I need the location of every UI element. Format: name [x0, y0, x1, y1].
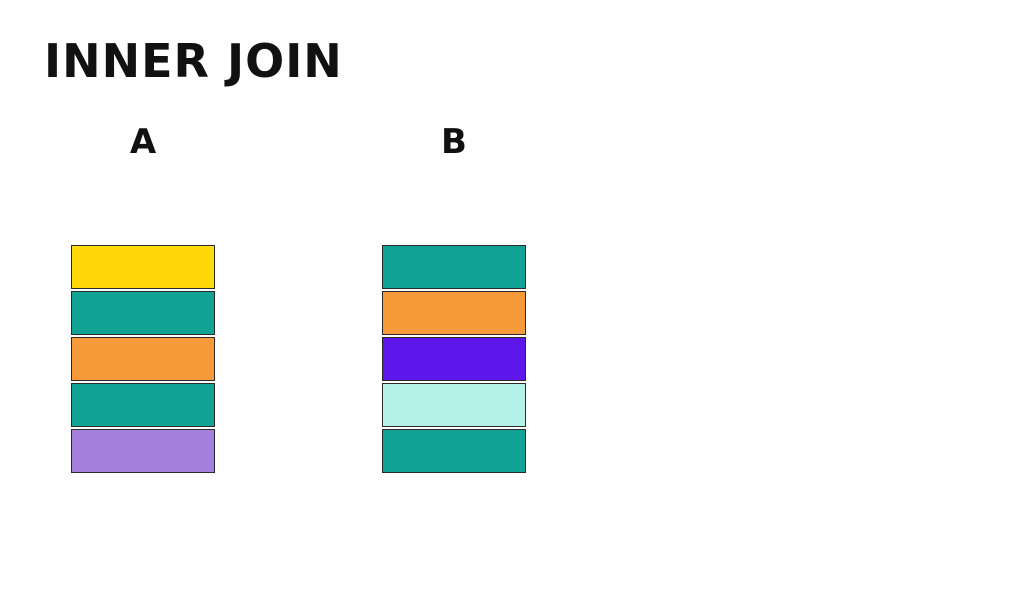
- table-a-label: A: [129, 122, 157, 162]
- table-a-row-4: [71, 383, 215, 427]
- table-b-row-4: [382, 383, 526, 427]
- table-b: [382, 245, 526, 475]
- table-a-row-1: [71, 245, 215, 289]
- table-b-row-2: [382, 291, 526, 335]
- table-a: [71, 245, 215, 475]
- table-b-row-5: [382, 429, 526, 473]
- table-a-row-5: [71, 429, 215, 473]
- page-title: INNER JOIN: [44, 34, 343, 88]
- table-b-row-1: [382, 245, 526, 289]
- table-b-row-3: [382, 337, 526, 381]
- table-a-row-3: [71, 337, 215, 381]
- table-a-row-2: [71, 291, 215, 335]
- table-b-label: B: [441, 122, 467, 162]
